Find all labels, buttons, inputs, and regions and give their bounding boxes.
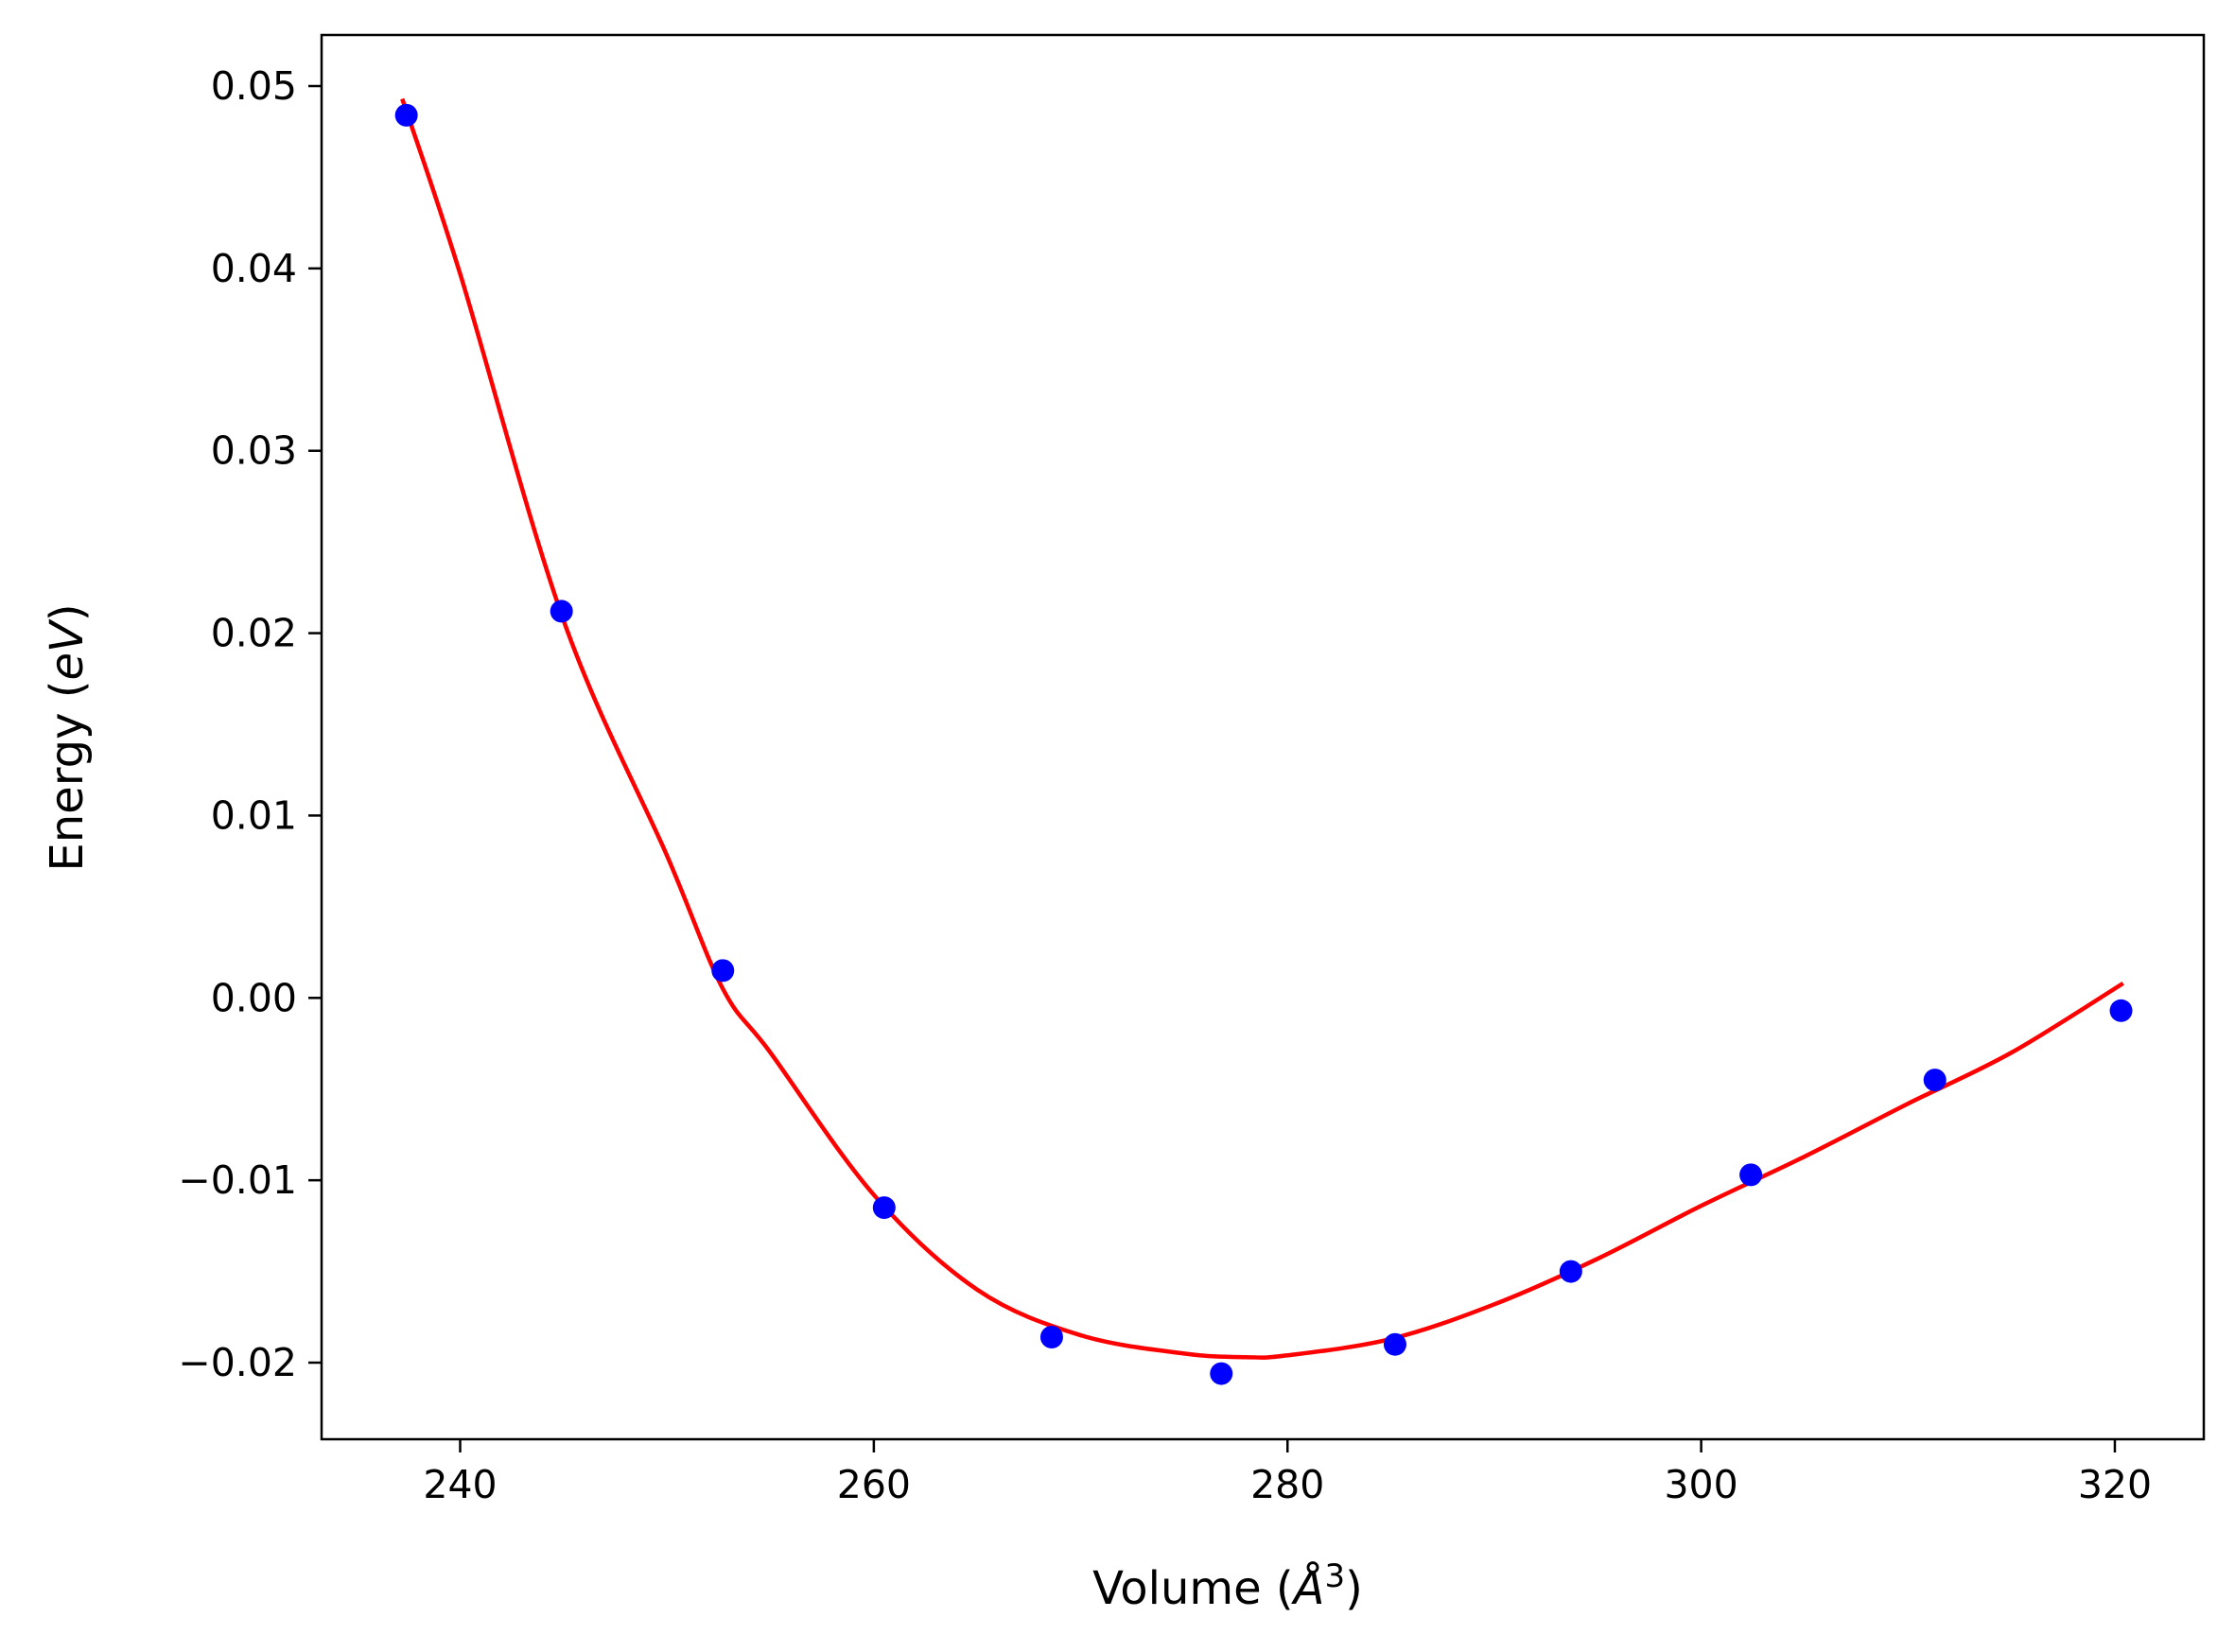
y-tick-label: 0.01 [211, 792, 297, 838]
data-point [394, 103, 418, 127]
data-point [1039, 1326, 1063, 1348]
data-point [1739, 1163, 1763, 1187]
data-point [1559, 1260, 1582, 1283]
x-tick-label: 260 [837, 1462, 911, 1507]
y-tick-label: 0.04 [211, 246, 297, 291]
data-point [1923, 1069, 1947, 1092]
y-tick-label: −0.02 [178, 1340, 297, 1385]
y-tick-label: 0.03 [211, 428, 297, 474]
y-axis-ticks: 0.05 0.04 0.03 0.02 0.01 0.00 −0.01 −0.02 [178, 63, 322, 1385]
x-tick-label: 280 [1250, 1462, 1324, 1507]
y-tick-label: −0.01 [178, 1157, 297, 1203]
data-point [550, 600, 573, 623]
fit-curve-line [400, 97, 2124, 1360]
x-axis-ticks: 240 260 280 300 320 [423, 1439, 2152, 1507]
x-tick-label: 320 [2078, 1462, 2152, 1507]
data-point [1383, 1332, 1406, 1356]
fit-curve-layer [400, 97, 2124, 1360]
x-tick-label: 240 [423, 1462, 497, 1507]
y-tick-label: 0.00 [211, 975, 297, 1020]
x-tick-label: 300 [1664, 1462, 1737, 1507]
y-axis-label: Energy (eV) [41, 603, 94, 871]
data-point [711, 959, 735, 983]
data-point [2109, 999, 2133, 1022]
y-tick-label: 0.05 [211, 63, 297, 109]
data-point [1210, 1362, 1233, 1385]
x-axis-label: Volume (Å3) [1092, 1557, 1363, 1615]
data-point [872, 1196, 896, 1220]
plot-area-frame [320, 33, 2206, 1441]
y-tick-label: 0.02 [211, 611, 297, 656]
data-points-layer [394, 103, 2133, 1385]
